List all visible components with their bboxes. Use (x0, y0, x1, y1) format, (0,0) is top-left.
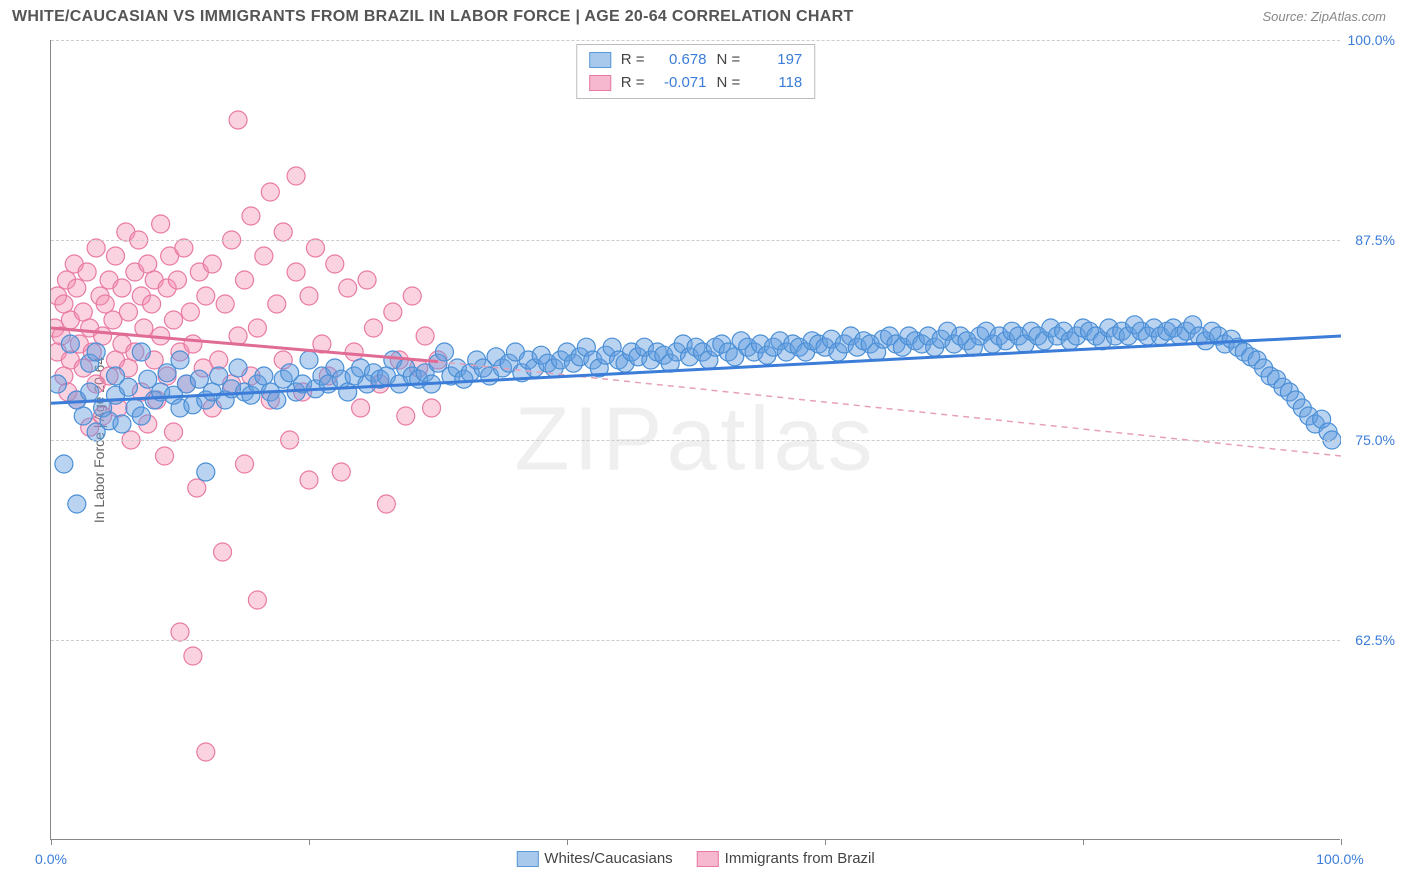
legend-swatch-blue (516, 851, 538, 867)
x-tick-label-min: 0.0% (35, 851, 67, 867)
legend-item-blue: Whites/Caucasians (516, 850, 672, 867)
x-tick-label-max: 100.0% (1316, 851, 1363, 867)
source-label: Source: ZipAtlas.com (1262, 9, 1386, 24)
legend-label-pink: Immigrants from Brazil (725, 850, 875, 867)
plot-area: ZIPatlas 0.0% 100.0% R = 0.678 N = 197 R… (50, 40, 1340, 840)
gridline-h (51, 240, 1340, 241)
y-tick-label: 62.5% (1355, 632, 1395, 648)
legend: Whites/Caucasians Immigrants from Brazil (516, 850, 874, 867)
chart-title: WHITE/CAUCASIAN VS IMMIGRANTS FROM BRAZI… (12, 8, 854, 26)
x-tick (1341, 839, 1342, 845)
y-tick-label: 87.5% (1355, 232, 1395, 248)
legend-swatch-pink (697, 851, 719, 867)
y-tick-label: 100.0% (1348, 32, 1395, 48)
y-tick-label: 75.0% (1355, 432, 1395, 448)
chart-container: In Labor Force | Age 20-64 ZIPatlas 0.0%… (50, 40, 1390, 840)
gridline-h (51, 40, 1340, 41)
gridline-h (51, 640, 1340, 641)
legend-label-blue: Whites/Caucasians (544, 850, 672, 867)
header: WHITE/CAUCASIAN VS IMMIGRANTS FROM BRAZI… (0, 0, 1406, 30)
gridline-h (51, 440, 1340, 441)
legend-item-pink: Immigrants from Brazil (697, 850, 875, 867)
